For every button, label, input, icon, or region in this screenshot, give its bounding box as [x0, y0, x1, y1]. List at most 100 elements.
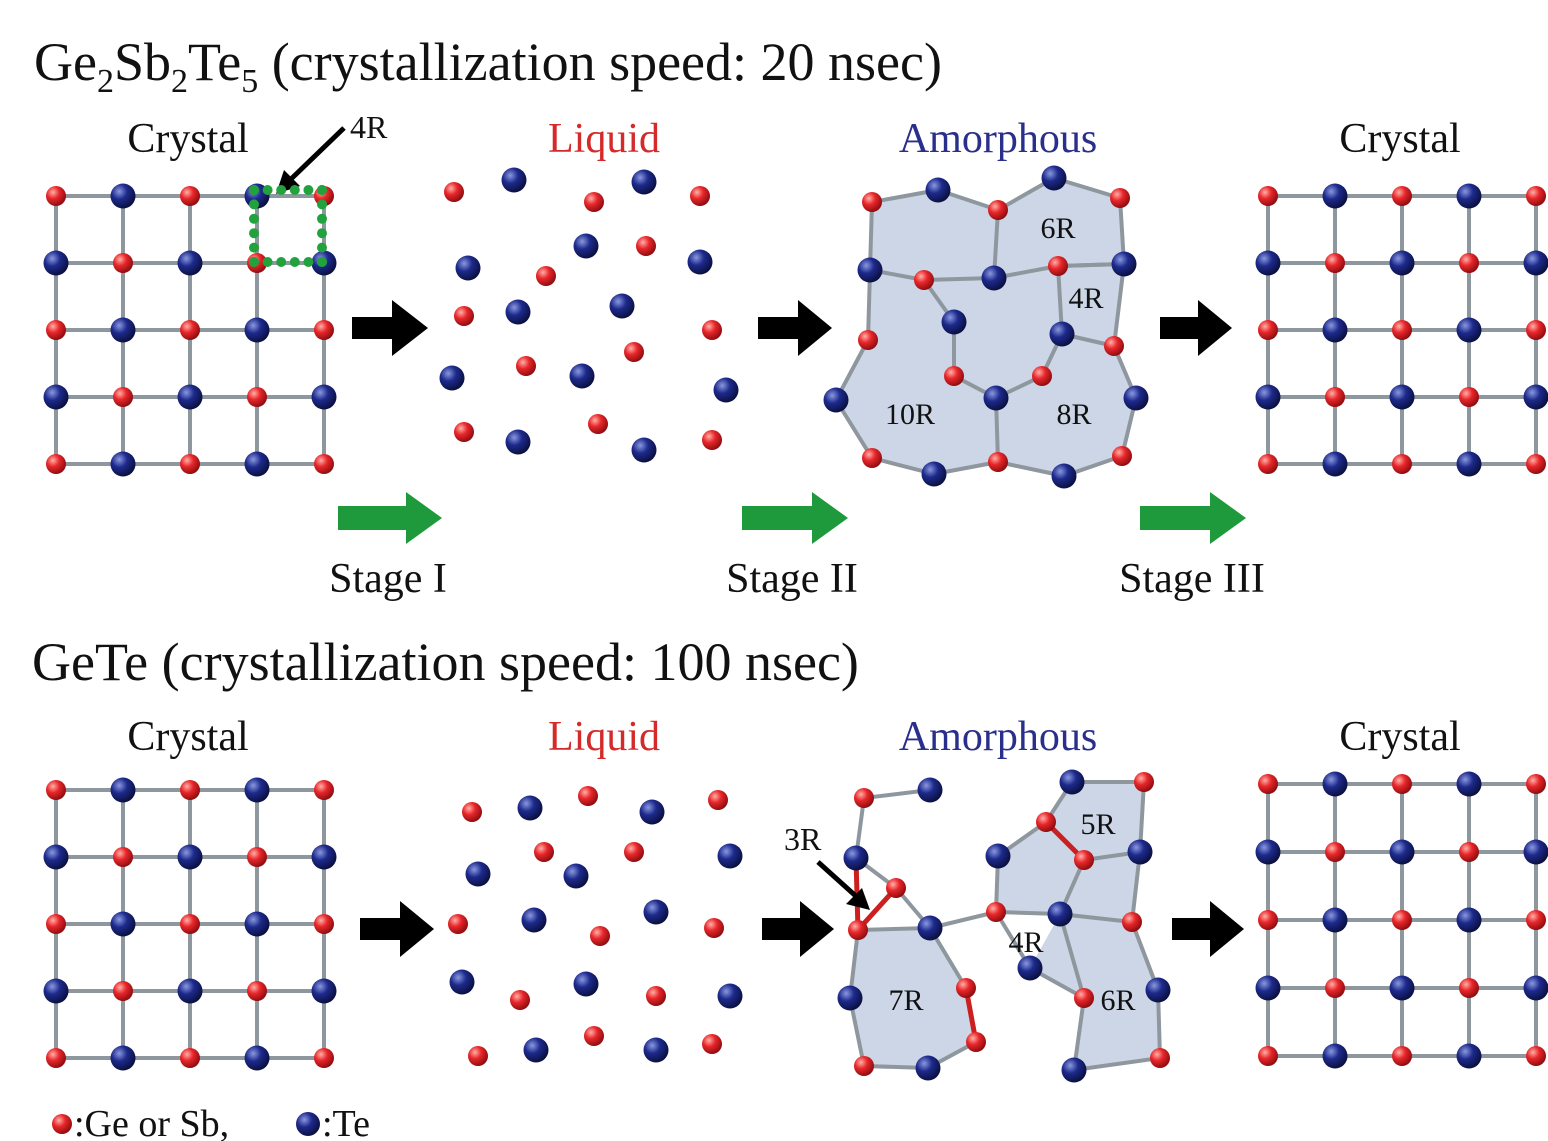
ge-sb-atom [536, 266, 556, 286]
te-atom [981, 265, 1007, 291]
dotted-square-dot [317, 228, 327, 239]
dotted-square-dot [276, 257, 287, 267]
ge-sb-atom [854, 788, 874, 808]
te-atom [1322, 907, 1348, 933]
ge-sb-atom [1392, 454, 1412, 474]
ge-sb-atom [1122, 912, 1142, 932]
ge-sb-atom [944, 366, 964, 386]
te-atom [1111, 251, 1137, 277]
te-atom [1322, 183, 1348, 209]
ge-sb-atom [1459, 978, 1479, 998]
te-atom [643, 899, 669, 925]
ge-sb-atom [1074, 988, 1094, 1008]
te-atom [1456, 183, 1482, 209]
te-atom [1041, 165, 1067, 191]
te-atom [110, 451, 136, 477]
te-atom [569, 363, 595, 389]
te-atom [1145, 977, 1171, 1003]
te-atom [917, 915, 943, 941]
ge-sb-atom [510, 990, 530, 1010]
te-atom [1127, 839, 1153, 865]
te-atom [244, 911, 270, 937]
dotted-square-dot [262, 185, 273, 195]
ring-label-7r: 7R [888, 984, 923, 1017]
ring-label-5r: 5R [1080, 808, 1115, 841]
te-atom [455, 255, 481, 281]
te-atom [941, 309, 967, 335]
ge-sb-atom [848, 920, 868, 940]
ge-sb-atom [578, 786, 598, 806]
ge-sb-atom [1150, 1048, 1170, 1068]
ge-sb-atom [1104, 336, 1124, 356]
ge-sb-atom [1032, 366, 1052, 386]
ge-sb-atom [46, 454, 66, 474]
te-atom [1389, 250, 1415, 276]
te-atom [177, 250, 203, 276]
ge-sb-atom [1459, 842, 1479, 862]
te-atom [1049, 321, 1075, 347]
ge-sb-atom [444, 182, 464, 202]
dotted-square-dot [249, 257, 259, 267]
ge-sb-atom [1258, 320, 1278, 340]
ring-region [850, 928, 976, 1068]
ring-label-4r: 4R [1008, 926, 1043, 959]
ge-sb-atom [1325, 842, 1345, 862]
ge-sb-atom [1258, 774, 1278, 794]
ge-sb-atom [314, 1048, 334, 1068]
process-arrow-5 [762, 901, 834, 957]
te-atom [1523, 839, 1548, 865]
te-atom [110, 183, 136, 209]
te-atom [517, 795, 543, 821]
ge-sb-atom [46, 914, 66, 934]
te-atom [857, 257, 883, 283]
stage-arrows [338, 492, 1246, 544]
ge-sb-atom [624, 342, 644, 362]
te-atom [177, 844, 203, 870]
ge-sb-atom [468, 1046, 488, 1066]
ge-sb-atom [854, 1056, 874, 1076]
te-atom [917, 777, 943, 803]
te-atom [1051, 463, 1077, 489]
dotted-4r-square [249, 185, 327, 267]
ring-label-6r: 6R [1040, 212, 1075, 245]
dotted-square-dot [317, 199, 327, 210]
ge-sb-atom [454, 306, 474, 326]
ge-sb-atom [46, 186, 66, 206]
dotted-square-dot [249, 199, 259, 210]
ge-sb-atom [454, 422, 474, 442]
ge-sb-atom [1036, 812, 1056, 832]
te-atom [43, 844, 69, 870]
legend: :Ge or Sb, :Te [52, 1103, 370, 1141]
dotted-square-dot [317, 242, 327, 253]
te-atom [713, 377, 739, 403]
process-arrow-4 [360, 901, 434, 957]
bottom-callout-arrow [816, 860, 860, 900]
te-atom [1123, 385, 1149, 411]
process-arrow-1 [352, 300, 428, 356]
top-title: Ge2Sb2Te5 (crystallization speed: 20 nse… [34, 32, 942, 100]
ge-sb-atom [704, 918, 724, 938]
te-atom [1322, 451, 1348, 477]
dotted-square-dot [289, 185, 300, 195]
top-process-arrows [352, 300, 1232, 356]
stage-arrow-3 [1140, 492, 1246, 544]
ge-sb-atom [914, 270, 934, 290]
bottom-title: GeTe (crystallization speed: 100 nsec) [32, 632, 859, 692]
ge-sb-atom [46, 780, 66, 800]
ge-sb-atom [1074, 850, 1094, 870]
ge-sb-atom [448, 914, 468, 934]
te-atom [1061, 1057, 1087, 1083]
ge-sb-atom [180, 914, 200, 934]
ge-sb-atom [180, 780, 200, 800]
ge-sb-atom [886, 878, 906, 898]
ge-sb-atom [1526, 454, 1546, 474]
te-atom [1017, 955, 1043, 981]
ge-sb-atom [1134, 772, 1154, 792]
ring-region [836, 178, 1136, 476]
ge-sb-atom [1258, 186, 1278, 206]
ge-sb-atom [702, 430, 722, 450]
te-atom [1523, 384, 1548, 410]
ge-sb-atom [1392, 320, 1412, 340]
ge-sb-atom [966, 1032, 986, 1052]
te-atom [1523, 250, 1548, 276]
